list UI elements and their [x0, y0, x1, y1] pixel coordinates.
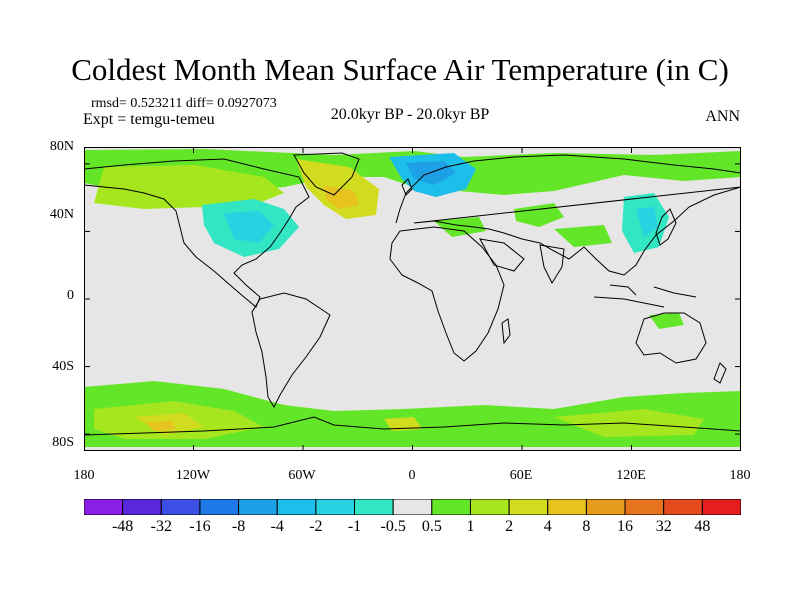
anomaly-fill	[84, 149, 741, 447]
colorbar-box-16	[701, 499, 741, 515]
anomaly-patch-south-atlantic-yellow	[384, 417, 422, 431]
colorbar-box-11	[508, 499, 549, 515]
coastline-australia	[635, 312, 707, 364]
lon-label-60w: 60W	[288, 468, 316, 483]
colorbar-box-4	[238, 499, 278, 515]
coastlines	[84, 152, 741, 436]
colorbar-label-9: 1	[466, 518, 475, 535]
colorbar-label-6: -1	[347, 518, 362, 535]
coastline-south-america	[251, 292, 331, 409]
anomaly-patch-eurasia-green-a	[514, 203, 564, 227]
colorbar-box-12	[547, 499, 587, 515]
lon-label-180e: 180	[729, 468, 751, 483]
anomaly-patch-atlantic-orange	[324, 185, 359, 209]
colorbar-label-13: 16	[617, 518, 634, 535]
colorbar	[84, 499, 741, 515]
colorbar-box-10	[469, 499, 510, 515]
colorbar-label-3: -8	[231, 518, 246, 535]
colorbar-box-9	[431, 499, 471, 515]
anomaly-patch-eurasia-green-b	[554, 225, 612, 247]
coastline-north-america	[84, 158, 310, 308]
colorbar-box-8	[392, 499, 433, 515]
colorbar-label-5: -2	[309, 518, 323, 535]
coastline-arabia	[479, 238, 525, 272]
lat-label-40s: 40S	[52, 359, 74, 374]
lon-label-180w: 180	[73, 468, 95, 483]
lat-label-80n: 80N	[49, 139, 74, 154]
anomaly-patch-australia-green	[649, 313, 684, 329]
colorbar-box-13	[585, 499, 626, 515]
colorbar-label-11: 4	[543, 518, 552, 535]
coastline-japan	[655, 208, 677, 246]
colorbar-box-5	[276, 499, 317, 515]
stats-text: rmsd= 0.523211 diff= 0.0927073	[91, 96, 277, 111]
temperature-map	[84, 147, 741, 451]
colorbar-label-7: -0.5	[380, 518, 406, 535]
anomaly-patch-southern-ocean-green	[84, 381, 741, 447]
colorbar-label-8: 0.5	[421, 518, 442, 535]
lat-label-0: 0	[67, 288, 74, 303]
anomaly-patch-south-pacific-orange	[146, 421, 176, 431]
colorbar-label-4: -4	[270, 518, 284, 535]
lat-label-40n: 40N	[49, 207, 74, 222]
colorbar-box-0	[84, 499, 124, 515]
colorbar-label-12: 8	[582, 518, 591, 535]
coastline-british-isles	[401, 178, 413, 196]
colorbar-box-14	[624, 499, 665, 515]
lon-label-120w: 120W	[175, 468, 211, 483]
tick-marks	[84, 147, 741, 451]
coastline-indonesia	[593, 284, 697, 308]
lon-label-60e: 60E	[509, 468, 533, 483]
colorbar-box-15	[663, 499, 703, 515]
colorbar-label-14: 32	[655, 518, 672, 535]
anomaly-patch-east-asia-blue	[636, 207, 658, 237]
anomaly-patch-canada-yellowgreen	[94, 165, 284, 209]
lon-label-0: 0	[408, 468, 416, 483]
chart-title: Coldest Month Mean Surface Air Temperatu…	[71, 52, 729, 87]
period-label: 20.0kyr BP - 20.0kyr BP	[330, 106, 490, 123]
coastline-eurasia	[395, 154, 741, 276]
colorbar-box-3	[199, 499, 240, 515]
anomaly-patch-mediterranean-green	[434, 217, 486, 237]
colorbar-box-7	[354, 499, 394, 515]
colorbar-label-1: -32	[150, 518, 172, 535]
anomaly-patch-north-america-blue	[224, 211, 274, 243]
colorbar-label-10: 2	[505, 518, 514, 535]
coastline-antarctica	[84, 416, 741, 436]
lon-label-120e: 120E	[616, 468, 646, 483]
experiment-label: Expt = temgu-temeu	[83, 111, 215, 128]
coastline-greenland	[293, 152, 360, 196]
colorbar-label-0: -48	[111, 518, 134, 535]
colorbar-label-15: 48	[694, 518, 711, 535]
season-label: ANN	[705, 108, 740, 125]
colorbar-box-1	[122, 499, 162, 515]
coastline-madagascar	[501, 318, 511, 345]
colorbar-box-6	[315, 499, 356, 515]
coastline-africa	[389, 226, 505, 362]
colorbar-label-2: -16	[189, 518, 211, 535]
lat-label-80s: 80S	[52, 435, 74, 450]
colorbar-box-2	[160, 499, 201, 515]
coastline-india	[539, 244, 565, 285]
anomaly-patch-scandinavia-deepblue	[406, 161, 456, 185]
coastline-new-zealand	[713, 362, 727, 384]
